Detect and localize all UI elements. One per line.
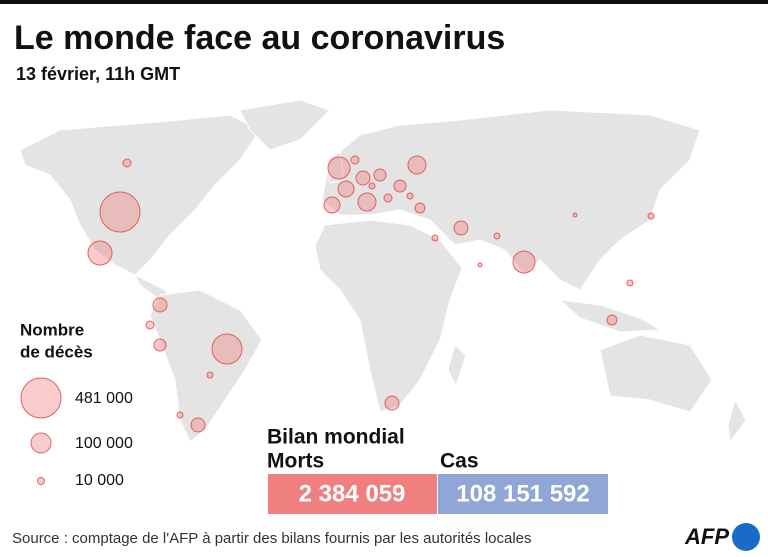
country-bubble bbox=[355, 170, 371, 186]
legend-circle bbox=[20, 377, 62, 419]
cases-label: Cas bbox=[440, 450, 479, 473]
country-bubble bbox=[512, 250, 536, 274]
land bbox=[239, 99, 331, 151]
deaths-value: 2 384 059 bbox=[299, 480, 406, 507]
country-bubble bbox=[190, 417, 206, 433]
land bbox=[314, 219, 463, 413]
subtitle: 13 février, 11h GMT bbox=[16, 64, 180, 84]
country-bubble bbox=[368, 182, 376, 190]
country-bubble bbox=[323, 196, 341, 214]
legend-title: Nombre bbox=[20, 320, 84, 339]
deaths-label: Morts bbox=[267, 450, 324, 473]
summary-title: Bilan mondial bbox=[267, 426, 405, 449]
country-bubble bbox=[337, 180, 355, 198]
country-bubble bbox=[431, 234, 439, 242]
country-bubble bbox=[647, 212, 655, 220]
deaths-box bbox=[268, 474, 437, 514]
country-bubble bbox=[393, 179, 407, 193]
country-bubble bbox=[357, 192, 377, 212]
land bbox=[19, 114, 261, 276]
country-bubble bbox=[145, 320, 155, 330]
cases-value: 108 151 592 bbox=[456, 480, 589, 507]
country-bubble bbox=[350, 155, 360, 165]
land bbox=[321, 109, 701, 291]
world-map bbox=[19, 99, 747, 444]
country-bubble bbox=[626, 279, 634, 287]
country-bubble bbox=[414, 202, 426, 214]
country-bubble bbox=[99, 191, 141, 233]
land bbox=[558, 299, 662, 333]
country-bubble bbox=[152, 297, 168, 313]
legend-circle bbox=[30, 432, 52, 454]
country-bubble bbox=[384, 395, 400, 411]
source: Source : comptage de l'AFP à partir des … bbox=[12, 530, 532, 547]
country-bubble bbox=[493, 232, 501, 240]
logo-text: AFP bbox=[684, 524, 729, 549]
country-bubble bbox=[606, 314, 618, 326]
country-bubble bbox=[406, 192, 414, 200]
country-bubble bbox=[453, 220, 469, 236]
country-bubble bbox=[153, 338, 167, 352]
land bbox=[599, 334, 713, 413]
country-bubble bbox=[122, 158, 132, 168]
country-bubble bbox=[407, 155, 427, 175]
land bbox=[149, 289, 263, 443]
top-rule bbox=[0, 0, 768, 4]
country-bubble bbox=[373, 168, 387, 182]
legend-label: 10 000 bbox=[75, 472, 124, 489]
legend-title: de décès bbox=[20, 342, 93, 361]
land bbox=[727, 398, 747, 444]
country-bubble bbox=[206, 371, 214, 379]
legend-circle bbox=[37, 477, 45, 485]
country-bubble bbox=[383, 193, 393, 203]
death-bubbles bbox=[87, 155, 655, 433]
cases-box bbox=[438, 474, 608, 514]
land bbox=[447, 344, 467, 388]
logo-circle bbox=[732, 523, 760, 551]
country-bubble bbox=[87, 240, 113, 266]
country-bubble bbox=[572, 212, 578, 218]
country-bubble bbox=[477, 262, 483, 268]
country-bubble bbox=[211, 333, 243, 365]
country-bubble bbox=[176, 411, 184, 419]
country-bubble bbox=[327, 156, 351, 180]
legend-label: 100 000 bbox=[75, 435, 133, 452]
legend-label: 481 000 bbox=[75, 390, 133, 407]
title: Le monde face au coronavirus bbox=[14, 19, 505, 57]
